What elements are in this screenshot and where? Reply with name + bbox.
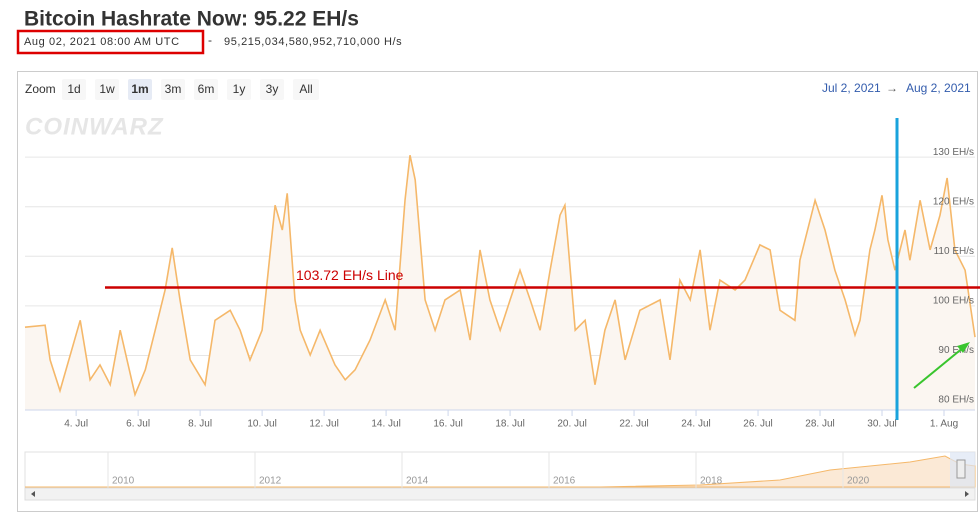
x-tick-label: 8. Jul (188, 419, 212, 430)
x-tick-label: 10. Jul (247, 419, 276, 430)
zoom-button[interactable] (62, 79, 86, 100)
zoom-button[interactable] (194, 79, 218, 100)
x-tick-label: 4. Jul (64, 419, 88, 430)
timestamp: Aug 02, 2021 08:00 AM UTC (24, 36, 180, 48)
y-tick-label: 130 EH/s (933, 147, 974, 158)
x-tick-label: 16. Jul (433, 419, 462, 430)
navigator-label: 2016 (553, 476, 576, 487)
zoom-button[interactable] (161, 79, 185, 100)
zoom-button-label: 6m (198, 82, 215, 96)
scrollbar[interactable] (24, 487, 976, 501)
navigator-label: 2010 (112, 476, 135, 487)
zoom-button[interactable] (95, 79, 119, 100)
line (24, 155, 976, 398)
line-area (25, 155, 975, 410)
x-tick-label: 12. Jul (309, 419, 338, 430)
timestamp-box (16, 29, 205, 55)
range-from[interactable]: Jul 2, 2021 (822, 81, 881, 95)
y-tick-label: 100 EH/s (933, 296, 974, 307)
zoom-button-label: 3m (165, 82, 182, 96)
x-tick-label: 18. Jul (495, 419, 524, 430)
navigator-label: 2014 (406, 476, 429, 487)
zoom-button-label: 1m (131, 82, 148, 96)
separator: - (208, 33, 212, 47)
x-tick-label: 22. Jul (619, 419, 648, 430)
x-tick-label: 14. Jul (371, 419, 400, 430)
zoom-button-label: 1w (99, 82, 115, 96)
watermark: COINWARZ (25, 113, 164, 140)
navigator-label: 2018 (700, 476, 723, 487)
zoom-label: Zoom (25, 82, 56, 96)
x-tick-label: 1. Aug (930, 419, 958, 430)
zoom-button[interactable] (260, 79, 284, 100)
x-tick-label: 28. Jul (805, 419, 834, 430)
reference-label: 103.72 EH/s Line (296, 267, 404, 283)
page-title: Bitcoin Hashrate Now: 95.22 EH/s (24, 8, 359, 31)
scroll-right[interactable] (965, 491, 969, 497)
zoom-button-label: 1d (67, 82, 80, 96)
zoom-button-label: All (299, 82, 312, 96)
range-arrow: → (886, 81, 898, 95)
zoom-button[interactable] (293, 79, 319, 100)
zoom-button-label: 1y (233, 82, 246, 96)
green-arrow (913, 342, 970, 389)
zoom-button[interactable] (227, 79, 251, 100)
hashrate-exact: 95,215,034,580,952,710,000 H/s (224, 36, 402, 48)
x-tick-label: 20. Jul (557, 419, 586, 430)
scroll-left[interactable] (31, 491, 35, 497)
zoom-button[interactable] (128, 79, 152, 100)
y-tick-label: 120 EH/s (933, 196, 974, 207)
navigator-label: 2020 (847, 476, 870, 487)
x-tick-label: 6. Jul (126, 419, 150, 430)
y-tick-label: 90 EH/s (938, 345, 974, 356)
x-tick-label: 26. Jul (743, 419, 772, 430)
x-tick-label: 30. Jul (867, 419, 896, 430)
zoom-button-label: 3y (266, 82, 279, 96)
y-tick-label: 110 EH/s (934, 246, 974, 257)
y-tick-label: 80 EH/s (938, 395, 974, 406)
x-tick-label: 24. Jul (681, 419, 710, 430)
navigator-label: 2012 (259, 476, 282, 487)
navigator-handle[interactable] (956, 459, 966, 479)
range-to[interactable]: Aug 2, 2021 (906, 81, 971, 95)
